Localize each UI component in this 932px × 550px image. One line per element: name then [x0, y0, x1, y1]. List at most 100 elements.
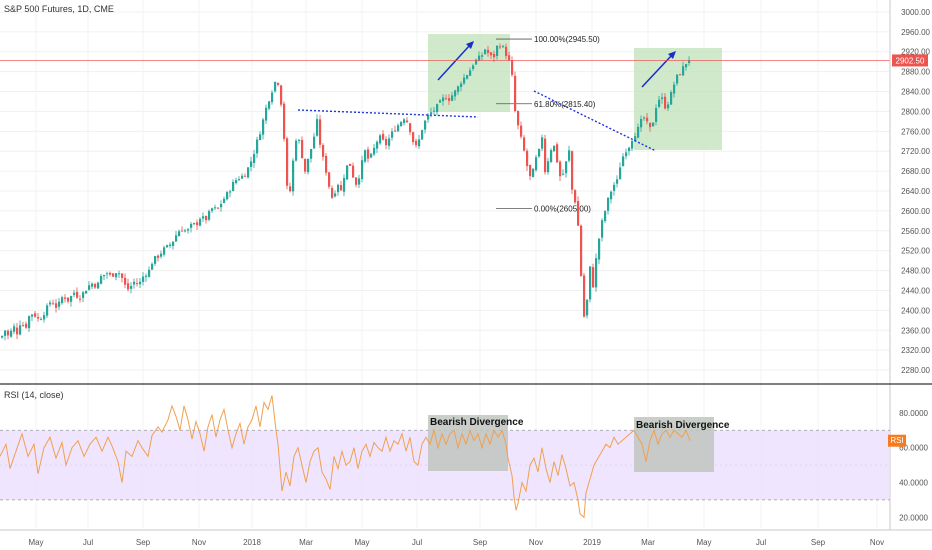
x-tick-label: 2019 [583, 538, 601, 547]
candle [271, 90, 274, 105]
candle [232, 179, 235, 192]
price-tick-label: 2280.00 [901, 366, 930, 375]
candle [478, 51, 481, 62]
price-tick-label: 2520.00 [901, 247, 930, 256]
candle [253, 149, 256, 168]
rsi-divergence-box-1 [428, 415, 508, 471]
candle [337, 183, 340, 196]
candle [532, 168, 535, 178]
candle [343, 174, 346, 197]
candle [586, 299, 589, 319]
candle [64, 294, 67, 303]
candle [667, 101, 670, 111]
candle [511, 56, 514, 77]
candle [241, 173, 244, 180]
candle [394, 125, 397, 132]
candle [151, 262, 154, 270]
candle [16, 322, 19, 340]
candle [67, 297, 70, 304]
candle [637, 123, 640, 139]
candle [541, 134, 544, 152]
price-tick-label: 2600.00 [901, 207, 930, 216]
candle [388, 134, 391, 150]
last-price-label: 2902.50 [892, 54, 928, 67]
x-tick-label: Jul [756, 538, 766, 547]
x-tick-label: Nov [870, 538, 884, 547]
candle [190, 221, 193, 233]
candle [571, 150, 574, 194]
x-tick-label: Sep [473, 538, 488, 547]
trendline-2 [533, 90, 657, 152]
candle [217, 207, 220, 210]
candle [580, 224, 583, 277]
candle [61, 295, 64, 305]
candle [628, 146, 631, 156]
candle [145, 273, 148, 282]
candle [178, 229, 181, 237]
candle [148, 266, 151, 278]
candle [73, 289, 76, 298]
candle [427, 112, 430, 123]
candle [247, 166, 250, 179]
candle [553, 145, 556, 153]
candle [658, 96, 661, 109]
candle [346, 165, 349, 181]
candle [481, 52, 484, 60]
price-tick-label: 2920.00 [901, 48, 930, 57]
candle [577, 196, 580, 226]
candle [211, 207, 214, 213]
x-tick-label: Mar [299, 538, 313, 547]
candle [214, 204, 217, 211]
candle [445, 94, 448, 100]
candle [391, 128, 394, 141]
candle [625, 148, 628, 160]
candle [424, 119, 427, 134]
candle [13, 323, 16, 335]
candle [466, 74, 469, 80]
candle [154, 255, 157, 266]
candle [583, 272, 586, 318]
candle [622, 153, 625, 167]
candle [679, 73, 682, 76]
candle [76, 287, 79, 299]
price-tick-label: 2400.00 [901, 306, 930, 315]
candle [373, 143, 376, 157]
price-tick-label: 2760.00 [901, 127, 930, 136]
candle [79, 295, 82, 303]
candle [460, 81, 463, 92]
candle [610, 190, 613, 204]
candle [4, 330, 7, 341]
candle [550, 148, 553, 164]
candle [469, 67, 472, 76]
candle [358, 174, 361, 189]
candle [556, 142, 559, 164]
price-tick-label: 2320.00 [901, 346, 930, 355]
candle [52, 299, 55, 305]
candle [289, 182, 292, 193]
highlight-box-2 [634, 48, 722, 150]
candle [454, 89, 457, 101]
candle [88, 281, 91, 291]
candle [355, 177, 358, 188]
candle [631, 140, 634, 152]
candle [112, 273, 115, 278]
price-tick-label: 2680.00 [901, 167, 930, 176]
candle [223, 196, 226, 204]
candle [94, 282, 97, 289]
candle [451, 92, 454, 102]
candle [274, 81, 277, 94]
candle [250, 156, 253, 172]
candle [547, 157, 550, 175]
candle [538, 148, 541, 159]
candle [607, 197, 610, 215]
rsi-divergence-box-2 [634, 417, 714, 472]
arrow-up-1 [437, 41, 474, 81]
candle [433, 107, 436, 115]
x-tick-label: Sep [136, 538, 151, 547]
candle [142, 272, 145, 286]
candle [487, 45, 490, 57]
candle [49, 300, 52, 307]
candle [397, 123, 400, 133]
candle [526, 148, 529, 171]
